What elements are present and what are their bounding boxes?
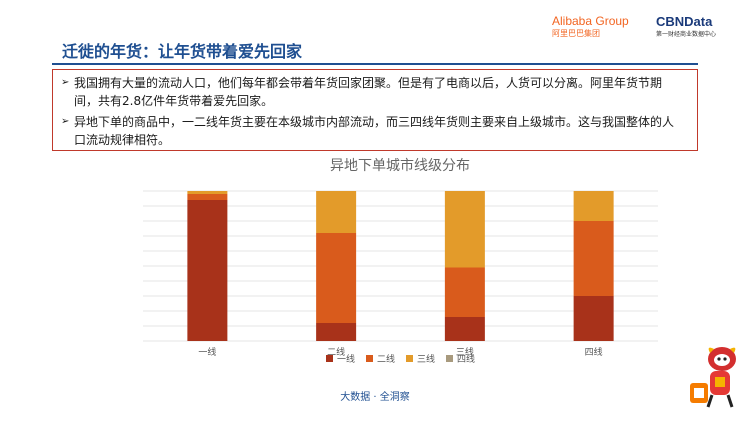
cbndata-logo-sub: 第一财经商业数据中心 [656,32,717,38]
legend-swatch [326,355,333,362]
bar-segment [316,191,357,233]
legend-label: 二线 [377,353,395,365]
page-title: 迁徙的年货：让年货带着爱先回家 [62,42,303,61]
bar-segment [573,191,614,221]
bar-segment [187,194,228,200]
legend-swatch [446,355,453,362]
header: 迁徙的年货：让年货带着爱先回家 [0,36,750,65]
bar-segment [316,233,357,323]
cbndata-logo-text: CBNData [656,14,713,29]
legend-swatch [366,355,373,362]
x-tick-label: 一线 [198,346,216,358]
bullet-arrow-icon: ➢ [61,116,70,127]
summary-box: ➢ 我国拥有大量的流动人口，他们每年都会带着年货回家团聚。但是有了电商以后，人货… [52,69,698,151]
legend-label: 四线 [457,353,475,365]
legend-label: 一线 [337,353,355,365]
bullet-2: ➢ 异地下单的商品中，一二线年货主要在本级城市内部流动，而三四线年货则主要来自上… [61,113,681,149]
cbndata-logo: CBNData 第一财经商业数据中心 [656,14,716,38]
footer-slogan: 大数据 · 全洞察 [340,392,410,403]
bullet-1-text: 我国拥有大量的流动人口，他们每年都会带着年货回家团聚。但是有了电商以后，人货可以… [74,76,663,108]
alibaba-logo: Alibaba Group 阿里巴巴集团 [552,14,629,39]
legend-label: 三线 [417,353,435,365]
x-tick-label: 三线 [456,346,474,358]
bar-segment [187,191,228,194]
bullet-arrow-icon: ➢ [61,77,70,88]
title-underline [52,63,698,65]
alibaba-logo-text: Alibaba Group [552,14,629,28]
legend-swatch [406,355,413,362]
bar-segment [444,191,485,268]
bar-segment [187,200,228,341]
bullet-2-text: 异地下单的商品中，一二线年货主要在本级城市内部流动，而三四线年货则主要来自上级城… [74,115,675,147]
bar-segment [573,296,614,341]
logos: Alibaba Group 阿里巴巴集团 CBNData 第一财经商业数据中心 [552,14,732,40]
bar-segment [444,267,485,317]
chart-title: 异地下单城市线级分布 [330,157,470,174]
bar-segment [573,221,614,296]
tmall-cat-mascot-icon [690,347,736,408]
x-tick-label: 四线 [585,346,603,358]
bar-segment [444,317,485,341]
bullet-1: ➢ 我国拥有大量的流动人口，他们每年都会带着年货回家团聚。但是有了电商以后，人货… [61,74,681,110]
alibaba-logo-sub: 阿里巴巴集团 [552,29,600,38]
bar-segment [316,323,357,341]
